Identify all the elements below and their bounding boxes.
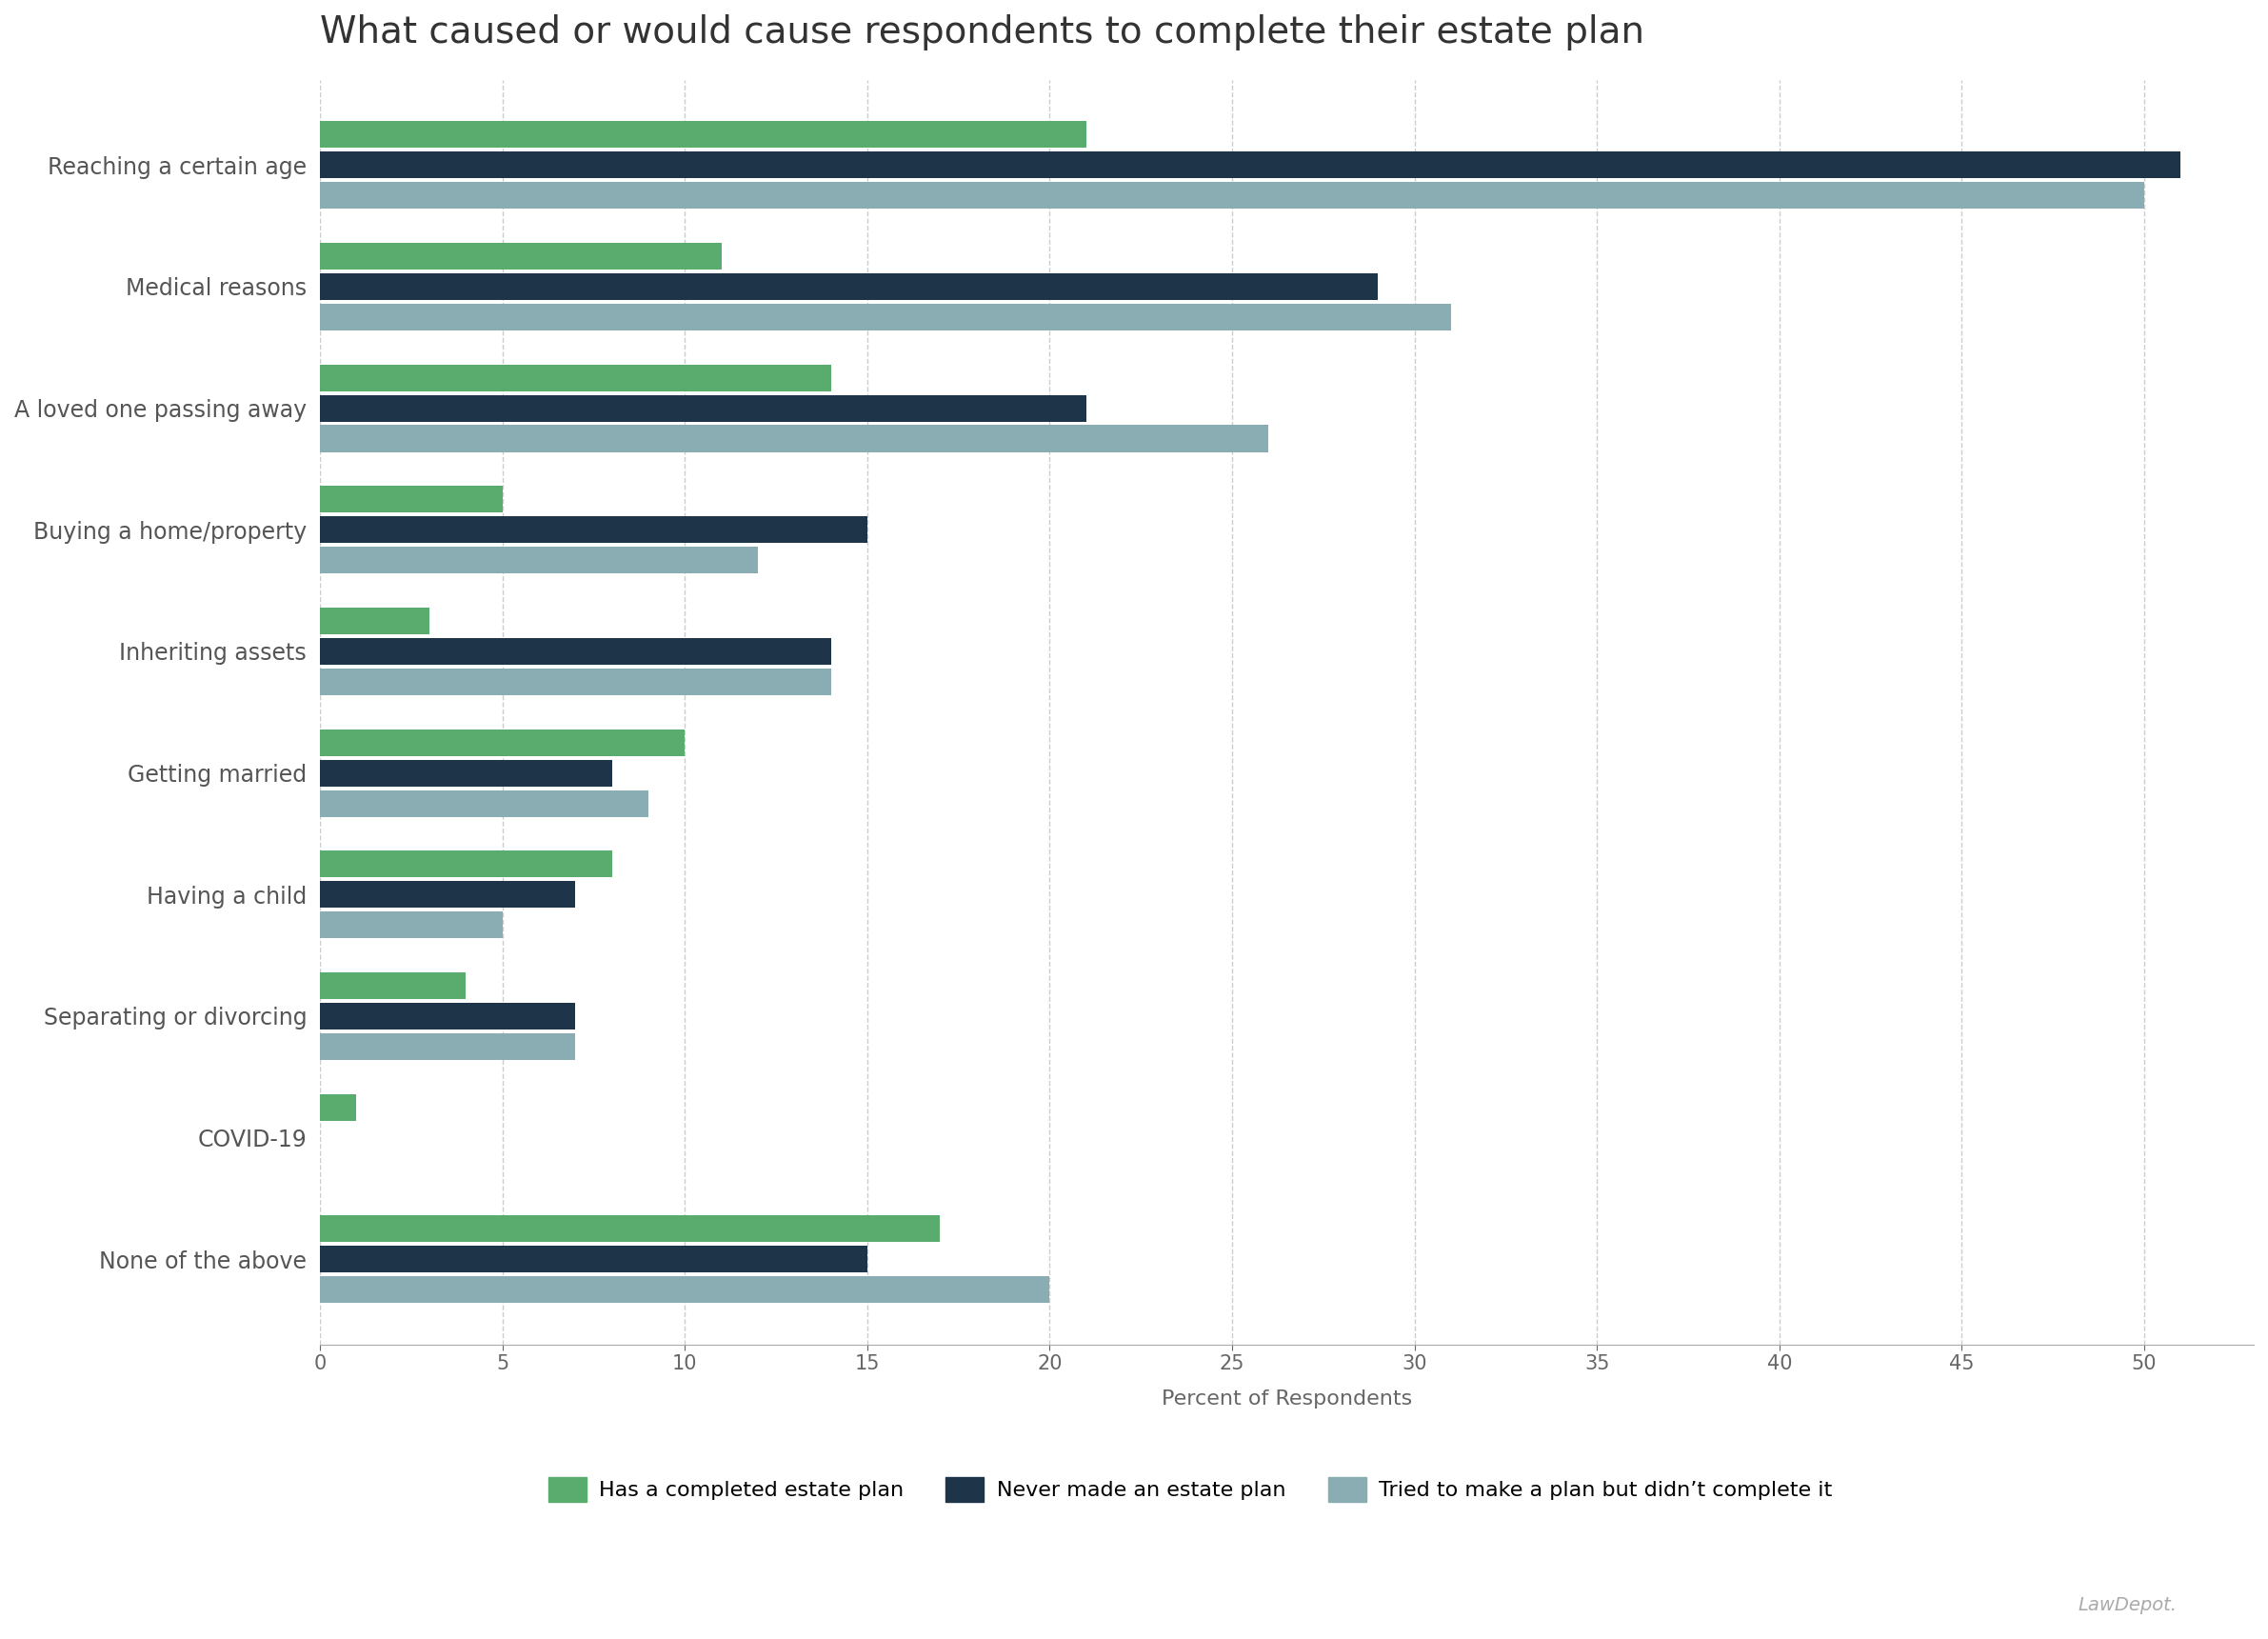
Bar [320,303,1452,331]
Bar [320,516,866,543]
Bar [320,729,685,756]
Bar [320,364,830,392]
Bar [320,972,465,1000]
Bar [320,1246,866,1274]
Bar [320,638,830,665]
Bar [320,395,1086,421]
Bar [320,790,649,816]
Bar [320,152,2182,179]
Bar [320,608,429,634]
Bar [320,547,758,574]
Text: LawDepot.: LawDepot. [2077,1596,2177,1614]
Bar [320,425,1268,452]
Bar [320,243,721,269]
Bar [320,1093,356,1121]
X-axis label: Percent of Respondents: Percent of Respondents [1161,1390,1413,1408]
Bar [320,759,612,787]
Bar [320,1277,1050,1303]
Bar [320,669,830,695]
Bar [320,182,2143,208]
Bar [320,911,503,939]
Bar [320,274,1379,300]
Bar [320,1003,576,1029]
Bar [320,1033,576,1060]
Bar [320,487,503,513]
Bar [320,882,576,908]
Bar [320,1216,941,1242]
Text: What caused or would cause respondents to complete their estate plan: What caused or would cause respondents t… [320,15,1644,51]
Bar [320,851,612,877]
Legend: Has a completed estate plan, Never made an estate plan, Tried to make a plan but: Has a completed estate plan, Never made … [540,1469,1842,1510]
Bar [320,121,1086,148]
